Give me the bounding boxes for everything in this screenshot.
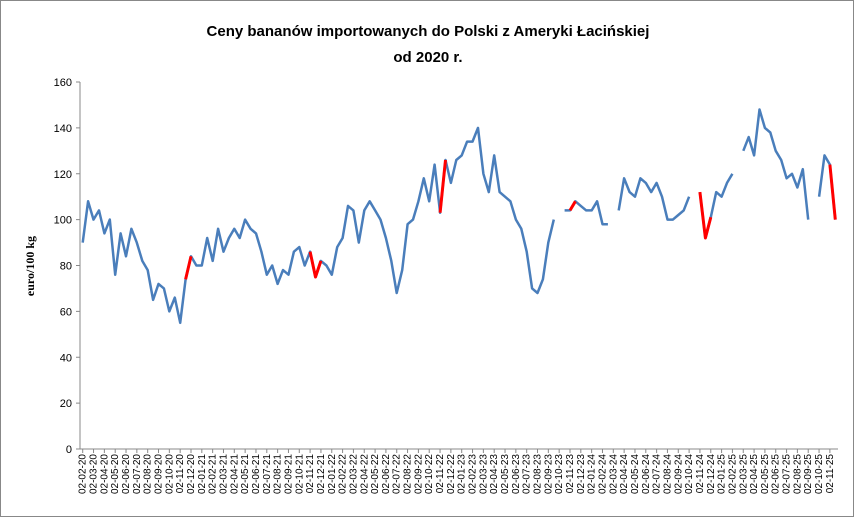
x-tick-label: 02-10-22 [424,454,435,494]
x-tick-label: 02-11-25 [825,454,836,494]
x-tick-label: 02-01-23 [457,454,468,494]
x-tick-label: 02-01-25 [717,454,728,494]
x-tick-label: 02-07-20 [132,454,143,494]
x-tick-label: 02-08-24 [662,454,673,494]
x-tick-label: 02-03-22 [348,454,359,494]
x-tick-label: 02-07-22 [392,454,403,494]
y-tick-label: 80 [60,261,72,273]
x-tick-label: 02-04-25 [749,454,760,494]
x-tick-label: 02-06-24 [641,454,652,494]
x-tick-label: 02-06-20 [121,454,132,494]
x-tick-label: 02-05-20 [110,454,121,494]
y-axis-title: euro/100 kg [23,236,37,296]
x-tick-label: 02-08-22 [403,454,414,494]
y-tick-label: 40 [60,352,72,364]
x-tick-label: 02-05-22 [370,454,381,494]
y-tick-label: 60 [60,306,72,318]
x-tick-label: 02-02-23 [468,454,479,494]
x-tick-label: 02-02-25 [727,454,738,494]
x-tick-label: 02-12-23 [576,454,587,494]
x-tick-label: 02-06-23 [511,454,522,494]
x-tick-label: 02-04-24 [619,454,630,494]
x-tick-label: 02-07-23 [522,454,533,494]
y-tick-label: 0 [66,444,72,456]
x-tick-label: 02-12-21 [316,454,327,494]
y-tick-label: 20 [60,398,72,410]
x-tick-label: 02-01-24 [587,454,598,494]
x-tick-label: 02-11-20 [175,454,186,494]
x-tick-label: 02-09-25 [803,454,814,494]
x-tick-label: 02-05-25 [760,454,771,494]
x-tick-label: 02-06-25 [771,454,782,494]
x-tick-label: 02-09-21 [283,454,294,494]
x-tick-label: 02-05-24 [630,454,641,494]
x-tick-label: 02-02-22 [338,454,349,494]
chart-title: Ceny bananów importowanych do Polski z A… [207,23,650,40]
x-tick-label: 02-11-23 [565,454,576,494]
x-tick-label: 02-09-20 [154,454,165,494]
x-tick-label: 02-02-21 [208,454,219,494]
series-line [184,159,837,280]
y-tick-label: 120 [54,169,72,181]
x-tick-label: 02-11-21 [305,454,316,494]
x-tick-label: 02-09-22 [413,454,424,494]
x-tick-label: 02-01-21 [197,454,208,494]
x-tick-label: 02-03-25 [738,454,749,494]
x-tick-label: 02-03-23 [478,454,489,494]
x-tick-label: 02-02-20 [78,454,89,494]
x-tick-label: 02-10-24 [684,454,695,494]
chart-title: od 2020 r. [393,49,462,66]
x-tick-label: 02-03-24 [608,454,619,494]
x-tick-label: 02-12-20 [186,454,197,494]
x-tick-label: 02-04-20 [99,454,110,494]
x-tick-label: 02-07-21 [262,454,273,494]
x-tick-label: 02-08-23 [533,454,544,494]
x-tick-label: 02-07-25 [782,454,793,494]
x-tick-label: 02-10-23 [554,454,565,494]
x-tick-label: 02-03-21 [218,454,229,494]
y-tick-label: 140 [54,123,72,135]
x-tick-label: 02-09-23 [543,454,554,494]
x-tick-label: 02-10-25 [814,454,825,494]
x-tick-label: 02-04-21 [229,454,240,494]
x-tick-label: 02-10-21 [294,454,305,494]
x-tick-label: 02-05-23 [500,454,511,494]
x-tick-label: 02-11-22 [435,454,446,494]
x-tick-label: 02-10-20 [164,454,175,494]
x-tick-label: 02-08-21 [273,454,284,494]
y-tick-label: 100 [54,215,72,227]
x-tick-label: 02-09-24 [673,454,684,494]
x-tick-label: 02-03-20 [89,454,100,494]
x-tick-label: 02-12-22 [446,454,457,494]
x-tick-label: 02-04-23 [489,454,500,494]
x-tick-label: 02-06-21 [251,454,262,494]
x-tick-label: 02-08-20 [143,454,154,494]
x-tick-label: 02-06-22 [381,454,392,494]
x-tick-label: 02-02-24 [597,454,608,494]
x-tick-label: 02-01-22 [327,454,338,494]
x-tick-label: 02-11-24 [695,454,706,494]
x-tick-label: 02-12-24 [706,454,717,494]
x-tick-label: 02-08-25 [792,454,803,494]
x-tick-label: 02-05-21 [240,454,251,494]
x-tick-label: 02-04-22 [359,454,370,494]
y-tick-label: 160 [54,77,72,89]
x-tick-label: 02-07-24 [652,454,663,494]
